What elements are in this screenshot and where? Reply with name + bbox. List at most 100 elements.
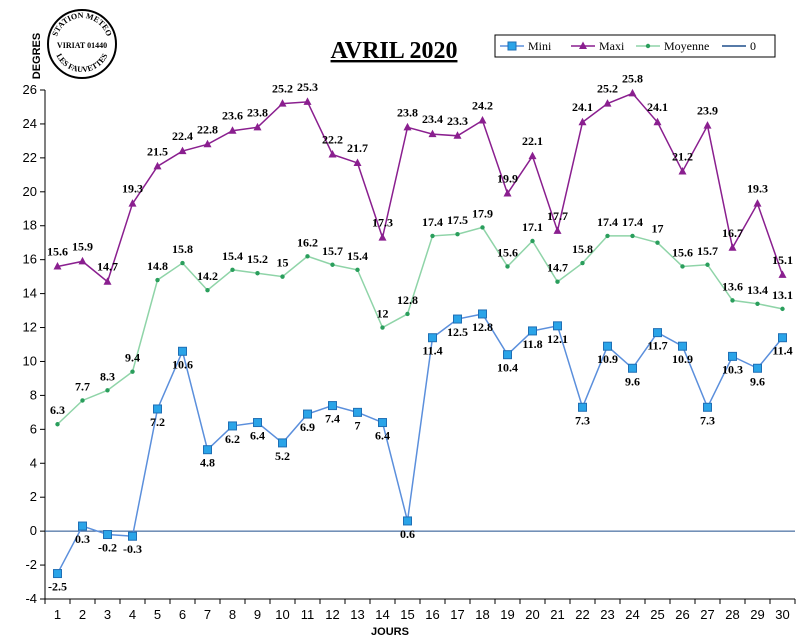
mini-data-label: 11.4 [772, 344, 792, 358]
mini-data-label: -0.3 [123, 542, 142, 556]
mini-marker [278, 438, 287, 448]
moyenne-marker [755, 301, 760, 306]
mini-data-label: 5.2 [275, 449, 290, 463]
x-tick-label: 2 [79, 607, 86, 622]
x-tick-label: 7 [204, 607, 211, 622]
moyenne-marker [645, 43, 651, 49]
moyenne-marker [680, 264, 685, 269]
maxi-data-label: 22.2 [322, 132, 343, 146]
moyenne-data-label: 15.6 [497, 245, 518, 259]
x-tick-label: 24 [625, 607, 639, 622]
legend-zero-label: 0 [750, 39, 756, 53]
maxi-marker [178, 146, 187, 155]
moyenne-data-label: 17.4 [622, 215, 643, 229]
maxi-marker [603, 99, 612, 107]
maxi-marker [628, 88, 637, 97]
x-tick-label: 29 [750, 607, 764, 622]
legend: Mini Maxi Moyenne 0 [494, 34, 776, 58]
mini-marker [753, 363, 762, 373]
mini-data-label: 11.4 [422, 344, 442, 358]
moyenne-marker [730, 298, 735, 303]
maxi-data-label: 22.8 [197, 122, 218, 136]
mini-marker [553, 321, 562, 331]
maxi-data-label: 23.3 [447, 114, 468, 128]
y-tick-label: -2 [25, 557, 37, 572]
mini-marker [703, 402, 712, 412]
y-tick-label: 14 [23, 286, 37, 301]
moyenne-marker [430, 233, 435, 239]
mini-data-label: 7.3 [700, 413, 715, 427]
moyenne-data-label: 17.4 [422, 215, 443, 229]
logo-line-1: STATION METEO [50, 11, 113, 38]
maxi-marker [253, 122, 262, 131]
station-logo: STATION METEO VIRIAT 01440 LES FAUVETTES [47, 9, 117, 79]
mini-data-label: 12.8 [472, 320, 493, 334]
maxi-marker [703, 121, 712, 129]
moyenne-marker [55, 422, 60, 427]
mini-marker [453, 314, 462, 324]
maxi-marker [128, 199, 137, 207]
moyenne-marker [305, 254, 310, 259]
mini-data-label: 10.9 [672, 352, 693, 366]
mini-data-label: 10.9 [597, 352, 618, 366]
maxi-marker [553, 226, 562, 234]
x-tick-label: 1 [54, 607, 61, 622]
mini-marker [678, 341, 687, 351]
moyenne-data-label: 12 [377, 307, 389, 321]
y-tick-label: 12 [23, 320, 37, 335]
moyenne-data-label: 15.7 [697, 244, 718, 258]
mini-data-label: 7.3 [575, 413, 590, 427]
mini-data-label: 4.8 [200, 456, 215, 470]
maxi-marker [453, 131, 462, 139]
moyenne-marker [555, 279, 560, 284]
moyenne-marker [655, 240, 660, 245]
maxi-marker [403, 122, 412, 131]
mini-marker [253, 418, 262, 428]
x-tick-label: 21 [550, 607, 564, 622]
maxi-marker [728, 243, 737, 251]
mini-marker [303, 409, 312, 419]
mini-data-label: 6.4 [250, 429, 265, 443]
maxi-data-label: 22.4 [172, 129, 193, 143]
maxi-marker [78, 256, 87, 265]
moyenne-marker [255, 271, 260, 276]
moyenne-marker [605, 233, 610, 239]
mini-marker [653, 328, 662, 338]
mini-data-label: 7.4 [325, 412, 340, 426]
x-tick-label: 8 [229, 607, 236, 622]
mini-marker [203, 445, 212, 455]
legend-mini-label: Mini [528, 39, 552, 53]
moyenne-data-label: 17.5 [447, 213, 468, 227]
mini-data-label: 0.3 [75, 532, 90, 546]
maxi-data-label: 17.3 [372, 216, 393, 230]
maxi-data-label: 23.8 [397, 105, 418, 119]
mini-data-label: 6.2 [225, 432, 240, 446]
legend-moyenne-label: Moyenne [664, 39, 709, 53]
mini-marker [428, 333, 437, 343]
mini-marker [528, 326, 537, 336]
x-tick-label: 18 [475, 607, 489, 622]
mini-marker [178, 346, 187, 356]
data-labels: 6.3 7.7 8.3 9.4 14.8 15.8 14.2 15.4 15.2 15 16.2 15… [47, 71, 793, 593]
maxi-marker [353, 158, 362, 166]
maxi-data-label: 25.8 [622, 71, 643, 85]
mini-data-label: 12.1 [547, 332, 568, 346]
mini-marker [403, 516, 412, 526]
maxi-data-label: 15.9 [72, 239, 93, 253]
maxi-data-label: 25.3 [297, 80, 318, 94]
maxi-data-label: 24.1 [572, 100, 593, 114]
mini-data-label: 10.3 [722, 362, 743, 376]
x-tick-label: 4 [129, 607, 136, 622]
y-tick-label: 6 [30, 421, 37, 436]
y-tick-label: 10 [23, 353, 37, 368]
moyenne-data-label: 13.6 [722, 279, 743, 293]
maxi-data-label: 16.7 [722, 226, 743, 240]
mini-data-label: -0.2 [98, 541, 117, 555]
maxi-data-label: 24.1 [647, 100, 668, 114]
maxi-data-label: 25.2 [272, 82, 293, 96]
maxi-data-label: 19.3 [747, 182, 768, 196]
x-tick-label: 17 [450, 607, 464, 622]
mini-marker [53, 569, 62, 579]
mini-marker [478, 309, 487, 319]
